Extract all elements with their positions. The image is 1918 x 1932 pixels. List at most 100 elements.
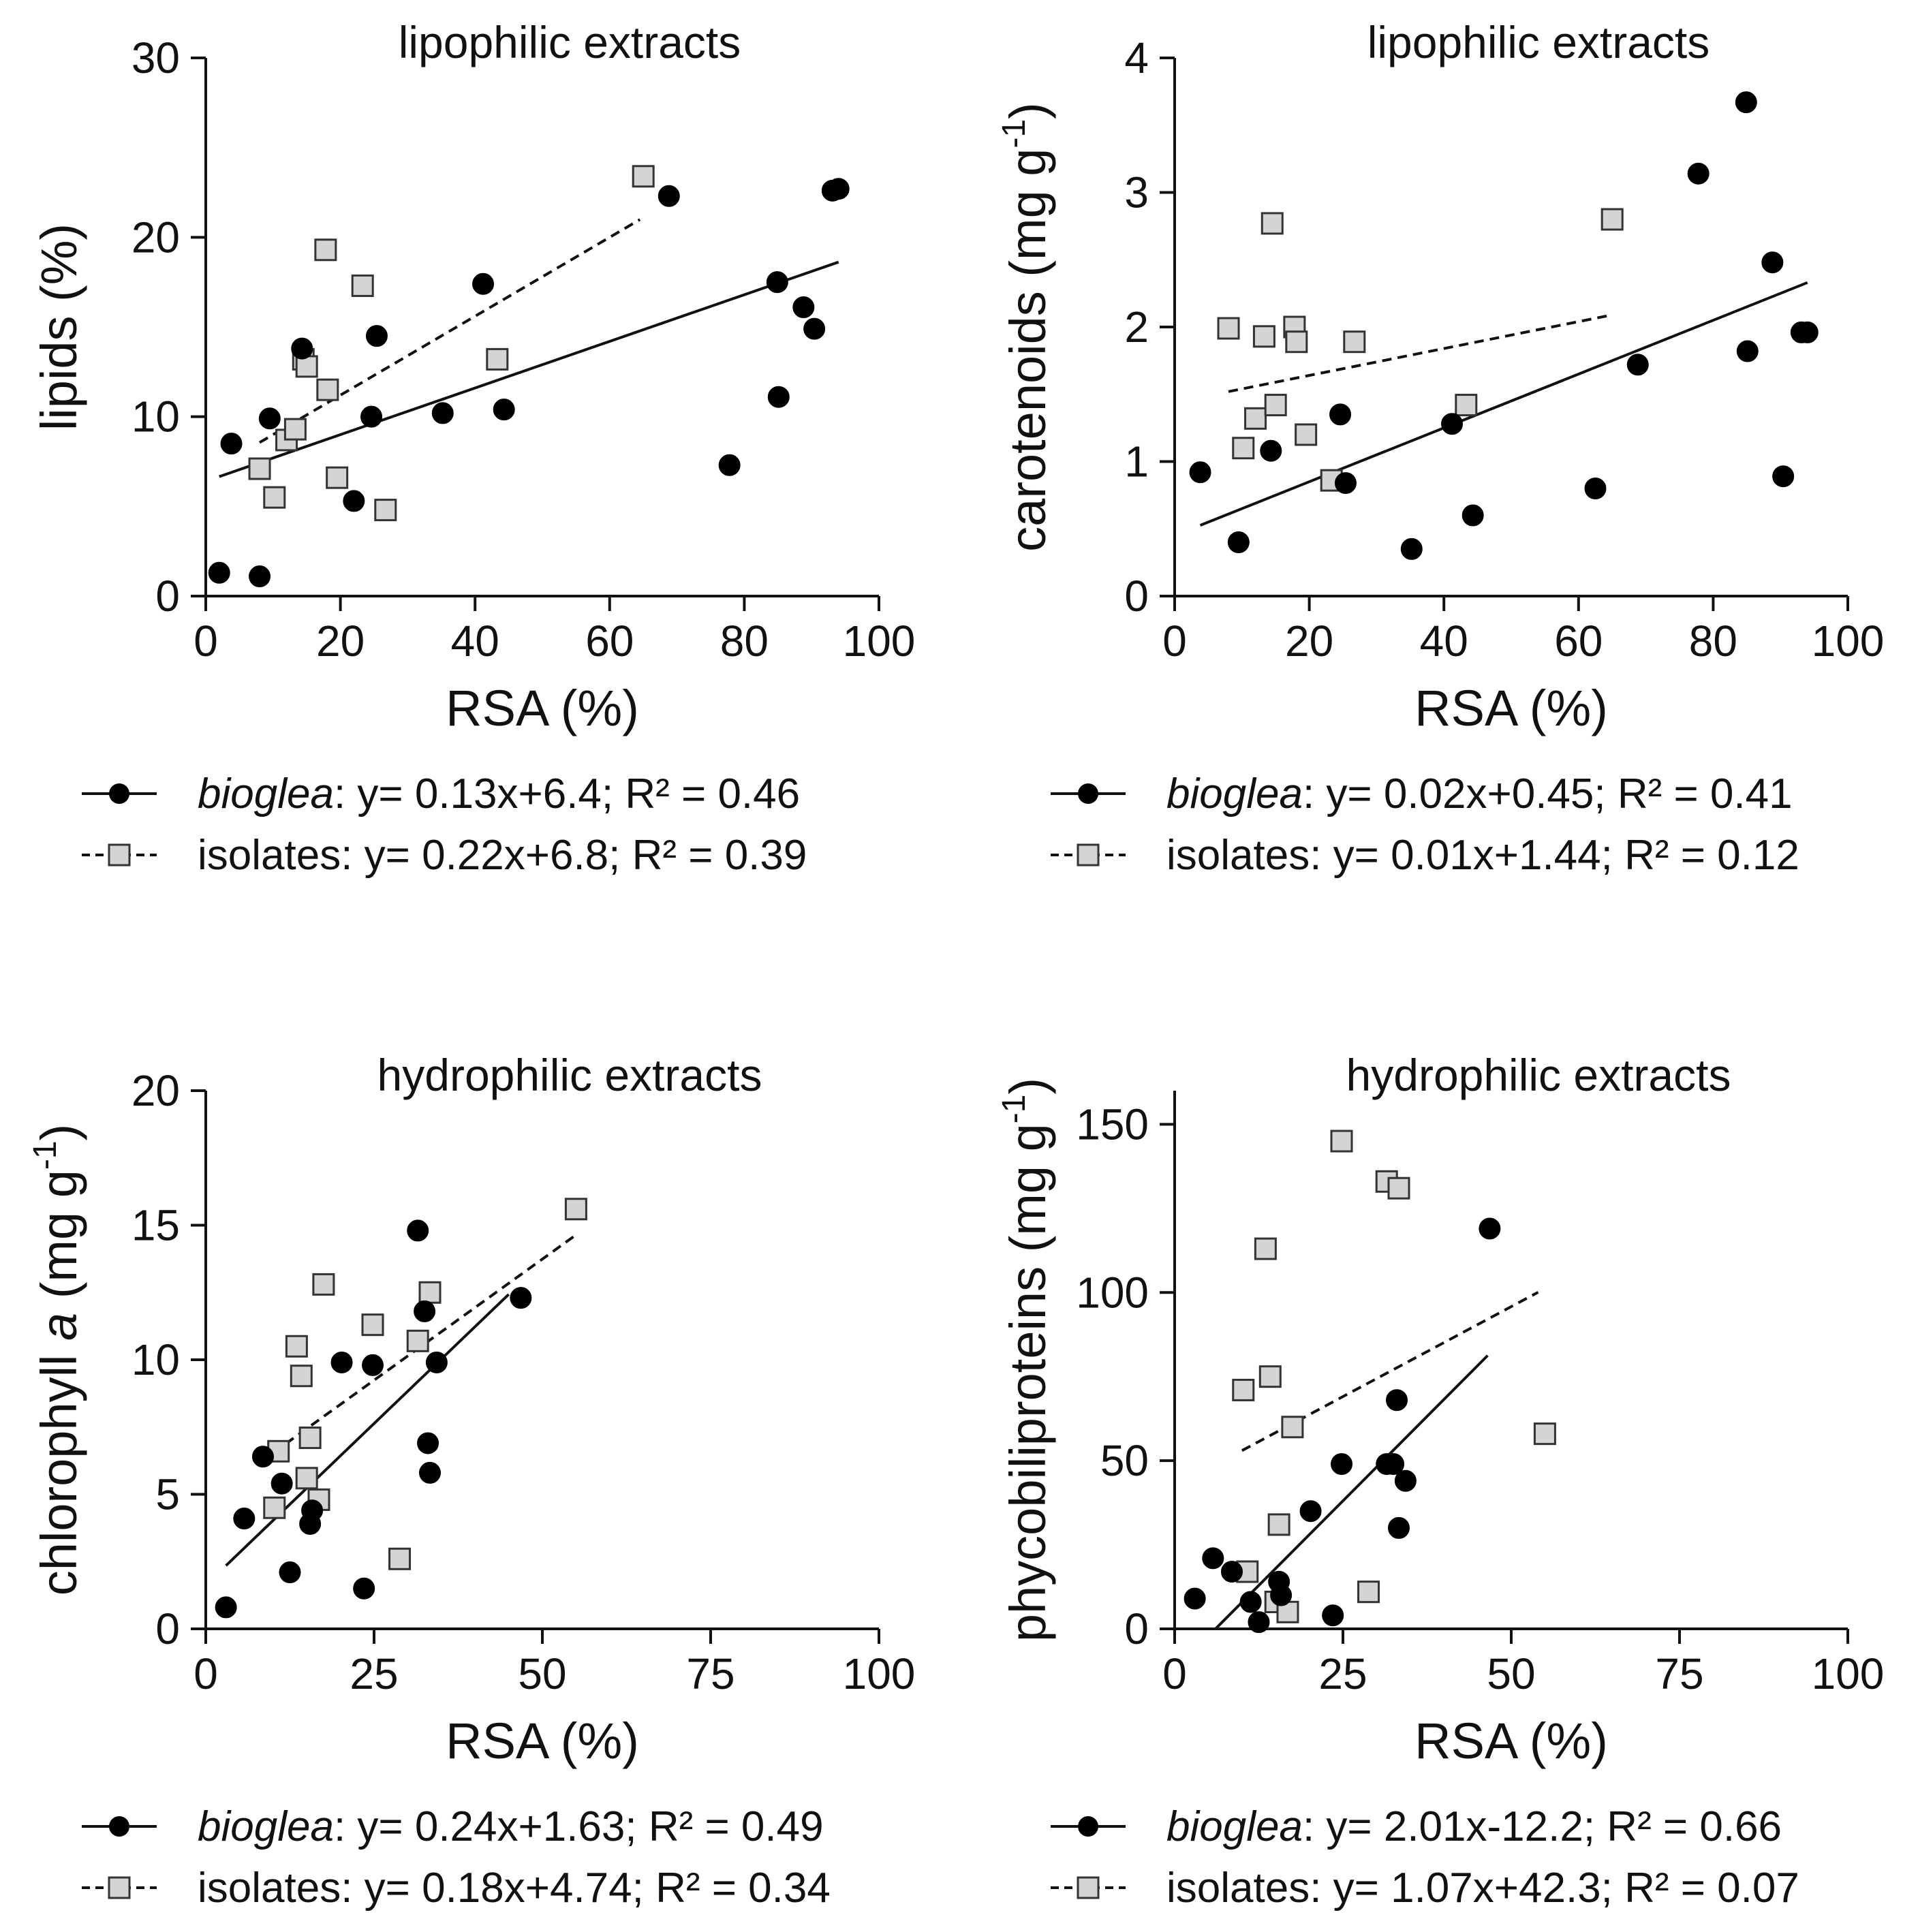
bioglea-point: [827, 178, 850, 200]
isolates-point: [1330, 1129, 1353, 1153]
isolates-point: [1217, 317, 1240, 340]
y-tick-label: 20: [132, 1066, 180, 1115]
isolates-point: [1232, 437, 1255, 460]
bioglea-point: [1299, 1500, 1322, 1523]
bioglea-point: [1260, 439, 1282, 462]
isolates-point: [1254, 1237, 1277, 1260]
isolates-point: [1260, 212, 1284, 235]
y-tick-label: 100: [1076, 1268, 1149, 1317]
bioglea-point: [365, 325, 388, 347]
bioglea-point: [1270, 1584, 1293, 1606]
x-tick-label: 0: [194, 617, 218, 666]
bioglea-point: [1687, 162, 1710, 185]
isolates-point: [1244, 407, 1267, 430]
y-tick-label: 3: [1124, 168, 1149, 217]
legend-bioglea-label: bioglea: y= 0.24x+1.63; R² = 0.49: [198, 1803, 824, 1850]
y-label-tail: ): [1000, 1078, 1056, 1095]
bioglea-point: [1736, 340, 1759, 362]
isolates-point: [290, 1365, 313, 1388]
x-tick-label: 80: [720, 617, 769, 666]
x-tick-label: 25: [350, 1649, 398, 1698]
legend-isolates-marker: [1077, 1876, 1100, 1899]
bioglea-regression-line: [1199, 281, 1808, 527]
legend-bioglea-label: bioglea: y= 0.13x+6.4; R² = 0.46: [198, 770, 800, 817]
legend-isolates-marker: [108, 1876, 131, 1899]
bioglea-point: [472, 272, 495, 295]
x-axis-label: RSA (%): [1414, 680, 1608, 736]
bioglea-point: [220, 433, 243, 455]
chart-title: lipophilic extracts: [1367, 17, 1710, 67]
isolates-point: [312, 1273, 335, 1296]
x-axis-label: RSA (%): [446, 1713, 639, 1769]
y-label-text: lipids (%): [31, 223, 87, 431]
bioglea-point: [1400, 537, 1423, 560]
chart-title: hydrophilic extracts: [1346, 1050, 1731, 1100]
isolates-point: [295, 1467, 318, 1490]
bioglea-point: [1796, 321, 1819, 343]
bioglea-point: [360, 405, 383, 428]
bioglea-point: [215, 1596, 237, 1619]
y-axis-label: phycobiliproteins (mg g-1): [996, 1078, 1056, 1642]
isolates-point: [418, 1281, 442, 1304]
legend-equation: : y= 2.01x-12.2; R² = 0.66: [1303, 1803, 1782, 1850]
bioglea-point: [1388, 1516, 1410, 1539]
legend-isolates-label: isolates: y= 0.22x+6.8; R² = 0.39: [198, 832, 807, 879]
bioglea-point: [1189, 461, 1211, 484]
x-tick-label: 100: [1812, 617, 1885, 666]
bioglea-point: [301, 1499, 324, 1522]
legend-equation: : y= 1.07x+42.3; R² = 0.07: [1310, 1865, 1799, 1912]
y-tick-label: 10: [132, 1335, 180, 1384]
bioglea-point: [766, 271, 788, 294]
bioglea-point: [1479, 1217, 1501, 1240]
bioglea-point: [353, 1577, 375, 1600]
bioglea-point: [1239, 1591, 1262, 1613]
legend-bioglea-label: bioglea: y= 2.01x-12.2; R² = 0.66: [1166, 1803, 1782, 1850]
legend-bioglea-marker: [1078, 783, 1098, 804]
y-axis-label: lipids (%): [31, 223, 87, 431]
legend-series-name: isolates: [198, 832, 341, 879]
x-tick-label: 100: [1812, 1649, 1885, 1698]
x-tick-label: 40: [1420, 617, 1468, 666]
y-label-italic: a: [31, 1313, 87, 1341]
x-axis-label: RSA (%): [446, 680, 639, 736]
legend-isolates-marker: [108, 843, 131, 867]
x-tick-label: 25: [1318, 1649, 1367, 1698]
isolates-point: [632, 165, 655, 188]
isolates-point: [263, 486, 286, 509]
chart-panel-3: hydrophilic extracts 0 5 10 15 20 0 25 50 75 100 RS…: [27, 1050, 915, 1912]
bioglea-point: [414, 1300, 436, 1322]
chart-title: hydrophilic extracts: [377, 1050, 762, 1100]
isolates-point: [1232, 1378, 1255, 1401]
isolates-point: [1600, 208, 1624, 231]
isolates-regression-line: [1228, 314, 1609, 393]
bioglea-point: [1227, 531, 1250, 553]
bioglea-point: [1772, 465, 1795, 488]
legend-bioglea-marker: [109, 1816, 129, 1837]
x-tick-label: 50: [518, 1649, 566, 1698]
isolates-point: [1264, 394, 1287, 417]
y-tick-label: 0: [155, 1604, 180, 1653]
isolates-point: [326, 466, 349, 489]
legend-equation: : y= 0.01x+1.44; R² = 0.12: [1310, 832, 1799, 879]
x-axis-label: RSA (%): [1414, 1713, 1608, 1769]
chart-panel-1: lipophilic extracts 0 10 20 30 0 20 40 60 80 100 RS…: [31, 17, 915, 879]
y-label-superscript: -1: [27, 1140, 63, 1170]
isolates-point: [406, 1329, 429, 1352]
y-label-text: carotenoids (mg g: [1000, 149, 1056, 552]
y-label-superscript: -1: [996, 119, 1032, 149]
isolates-point: [248, 457, 271, 480]
isolates-point: [1281, 1416, 1304, 1439]
legend-isolates-label: isolates: y= 0.01x+1.44; R² = 0.12: [1166, 832, 1799, 879]
bioglea-point: [767, 386, 790, 408]
isolates-point: [564, 1198, 587, 1221]
y-tick-label: 0: [1124, 572, 1149, 621]
bioglea-point: [249, 565, 271, 588]
bioglea-point: [343, 490, 365, 512]
y-tick-label: 2: [1124, 302, 1149, 352]
legend-equation: : y= 0.18x+4.74; R² = 0.34: [341, 1865, 831, 1912]
legend-series-name: bioglea: [1166, 770, 1303, 817]
y-tick-label: 4: [1124, 33, 1149, 82]
y-label-text-2: (mg g: [31, 1170, 87, 1313]
